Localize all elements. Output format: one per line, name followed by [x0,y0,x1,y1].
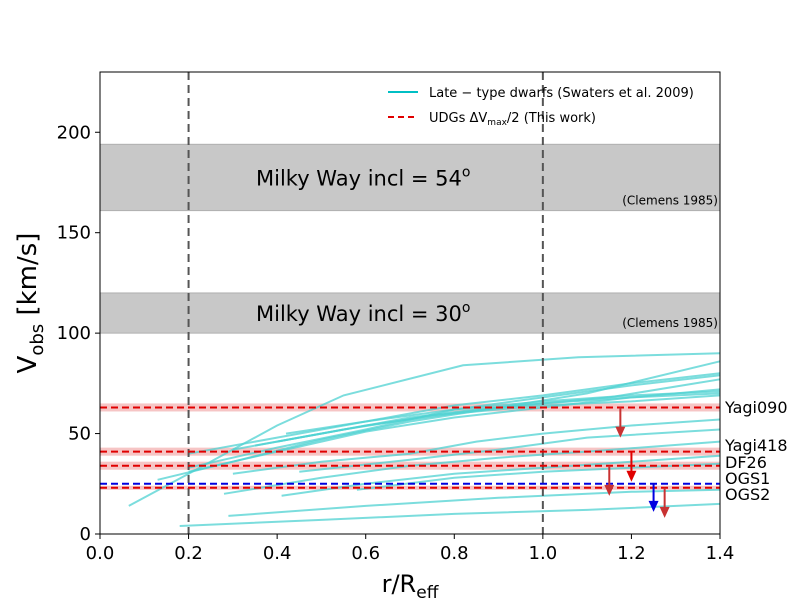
dwarf-rotation-curve [281,454,721,497]
legend-udg-label: UDGs ΔVmax/2 (This work) [429,111,596,128]
axis-ticks-layer: 0.0 0.2 0.4 0.6 0.8 1.0 1.2 1.4 0 50 100 150 200 [57,122,735,564]
dwarf-rotation-curve [128,352,721,507]
dwarf-rotation-curve [223,440,721,495]
dwarf-rotation-curve [299,428,721,473]
milky-way-band [99,143,721,212]
upper-limit-arrow-head [626,470,637,482]
x-tick-label: 1.2 [617,543,646,564]
dwarf-rotation-curve [228,488,721,517]
udg-name-label: OGS2 [725,485,770,504]
dwarf-rotation-curve [285,390,721,435]
upper-limit-arrow-head [604,484,615,496]
legend-dwarf-label: Late − type dwarfs (Swaters et al. 2009) [429,86,694,101]
band-reference-label: (Clemens 1985) [622,194,718,208]
y-tick-label: 200 [57,122,91,143]
milky-way-band [99,292,721,334]
x-tick-label: 0.8 [440,543,469,564]
y-tick-label: 50 [68,424,91,445]
dwarf-rotation-curve [179,502,721,527]
y-tick-label: 150 [57,223,91,244]
x-tick-label: 1.4 [706,543,735,564]
y-axis-label: Vobs [km/s] [13,233,48,374]
udg-name-label: Yagi418 [724,436,788,455]
udg-name-label: Yagi090 [724,398,788,417]
legend-udg-label-sub: max [487,118,507,128]
udg-name-label: DF26 [725,453,767,472]
x-tick-label: 0.6 [351,543,380,564]
plot-frame [99,71,721,535]
dwarf-rotation-curve [276,394,721,443]
dwarf-rotation-curve [356,462,721,491]
dwarf-curves-layer [128,352,721,527]
upper-limit-arrow-head [648,500,659,512]
x-tick-label: 0.0 [86,543,115,564]
udg-name-label: OGS1 [725,469,770,488]
x-axis-label: r/Reff [382,570,440,600]
x-tick-label: 0.4 [263,543,292,564]
y-tick-label: 100 [57,323,91,344]
x-tick-label: 1.0 [529,543,558,564]
x-axis-label-sub: eff [416,583,439,600]
udg-lines-layer [100,406,720,489]
upper-limit-arrow-head [659,506,670,518]
legend-udg-label-tail: /2 (This work) [507,111,596,126]
band-reference-label: (Clemens 1985) [622,316,718,330]
y-axis-label-sub: obs [27,324,48,356]
x-tick-label: 0.2 [174,543,203,564]
milky-way-band-label: Milky Way incl = 30o [256,300,470,326]
dwarf-rotation-curve [232,418,721,475]
y-axis-label-unit: [km/s] [13,233,43,324]
band-labels-layer: Milky Way incl = 54o (Clemens 1985) Milky … [256,164,718,330]
upper-limit-arrows-layer [604,407,670,518]
y-tick-label: 0 [80,524,91,545]
vertical-guides-layer [187,72,544,534]
legend: Late − type dwarfs (Swaters et al. 2009)… [388,86,694,128]
upper-limit-arrow-head [615,426,626,438]
dwarf-rotation-curve [188,372,721,455]
milky-way-band-label: Milky Way incl = 54o [256,164,470,190]
bands-layer [99,143,721,334]
